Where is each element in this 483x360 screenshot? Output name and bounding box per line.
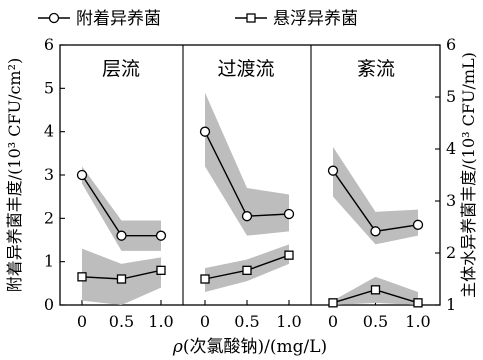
suspended-point bbox=[77, 272, 87, 282]
panel-title-turbulent: 紊流 bbox=[357, 58, 395, 80]
y-left-tick-label: 5 bbox=[44, 78, 54, 97]
y-right-tick-label: 3 bbox=[446, 191, 456, 210]
attached-band bbox=[333, 146, 418, 245]
attached-point bbox=[412, 219, 424, 230]
y-left-tick-label: 2 bbox=[44, 208, 54, 227]
suspended-point bbox=[328, 298, 338, 308]
y-left-tick-label: 1 bbox=[44, 252, 54, 271]
attached-band bbox=[82, 166, 161, 251]
attached-band bbox=[205, 92, 289, 236]
legend-suspended-label: 悬浮异养菌 bbox=[273, 9, 358, 29]
legend-suspended-marker bbox=[246, 13, 256, 23]
x-tick-label: 1.0 bbox=[276, 312, 301, 331]
attached-point bbox=[76, 169, 88, 181]
y-left-tick-label: 4 bbox=[44, 122, 54, 141]
panel-title-transitional: 过渡流 bbox=[217, 58, 274, 80]
attached-point bbox=[327, 165, 339, 176]
y-left-tick-label: 0 bbox=[44, 295, 54, 314]
x-tick-label: 1.0 bbox=[405, 312, 430, 331]
y-left-tick-label: 3 bbox=[44, 165, 54, 184]
suspended-point bbox=[242, 265, 252, 275]
y-right-tick-label: 5 bbox=[446, 87, 456, 106]
suspended-point bbox=[284, 250, 294, 260]
markers-layer bbox=[76, 126, 424, 308]
x-tick-label: 0.5 bbox=[363, 312, 388, 331]
attached-point bbox=[241, 211, 253, 222]
x-tick-label: 0.5 bbox=[109, 312, 134, 331]
x-tick-label: 0 bbox=[328, 312, 338, 331]
suspended-point bbox=[116, 274, 127, 284]
legend-attached-marker bbox=[48, 12, 60, 24]
x-tick-label: 0.5 bbox=[234, 312, 259, 331]
legend-attached-label: 附着异养菌 bbox=[76, 9, 161, 29]
x-tick-label: 0 bbox=[200, 312, 210, 331]
y-right-tick-label: 4 bbox=[446, 139, 456, 158]
attached-point bbox=[370, 226, 381, 237]
x-axis-title: ρ(次氯酸钠)/(mg/L) bbox=[172, 337, 327, 357]
y-axis-left-title: 附着异养菌丰度/(10³ CFU/cm²) bbox=[5, 58, 24, 293]
y-right-tick-label: 1 bbox=[446, 295, 456, 314]
suspended-point bbox=[200, 274, 210, 284]
suspended-point bbox=[413, 298, 423, 308]
x-axis-title-symbol: ρ bbox=[172, 337, 183, 357]
attached-point bbox=[283, 208, 295, 220]
panel-title-laminar: 层流 bbox=[102, 58, 140, 80]
x-tick-label: 1.0 bbox=[148, 312, 173, 331]
suspended-point bbox=[370, 285, 381, 295]
ticks-layer: 0 1 2 3 4 5 6 1 2 3 4 5 6 0 0.5 1.0 0 0.5 1.0 0 0.5 1.0 bbox=[44, 35, 456, 331]
y-right-tick-label: 2 bbox=[446, 243, 456, 262]
y-left-tick-label: 6 bbox=[44, 35, 54, 54]
x-axis-title-text: (次氯酸钠)/(mg/L) bbox=[183, 337, 327, 357]
x-tick-label: 0 bbox=[77, 312, 87, 331]
attached-point bbox=[155, 230, 167, 241]
attached-point bbox=[116, 230, 127, 241]
y-axis-right-title: 主体水异养菌丰度/(10³ CFU/mL) bbox=[459, 52, 478, 298]
attached-point bbox=[199, 126, 211, 137]
legend: 附着异养菌 悬浮异养菌 bbox=[38, 9, 358, 29]
y-right-tick-label: 6 bbox=[446, 35, 456, 54]
suspended-point bbox=[156, 265, 166, 275]
